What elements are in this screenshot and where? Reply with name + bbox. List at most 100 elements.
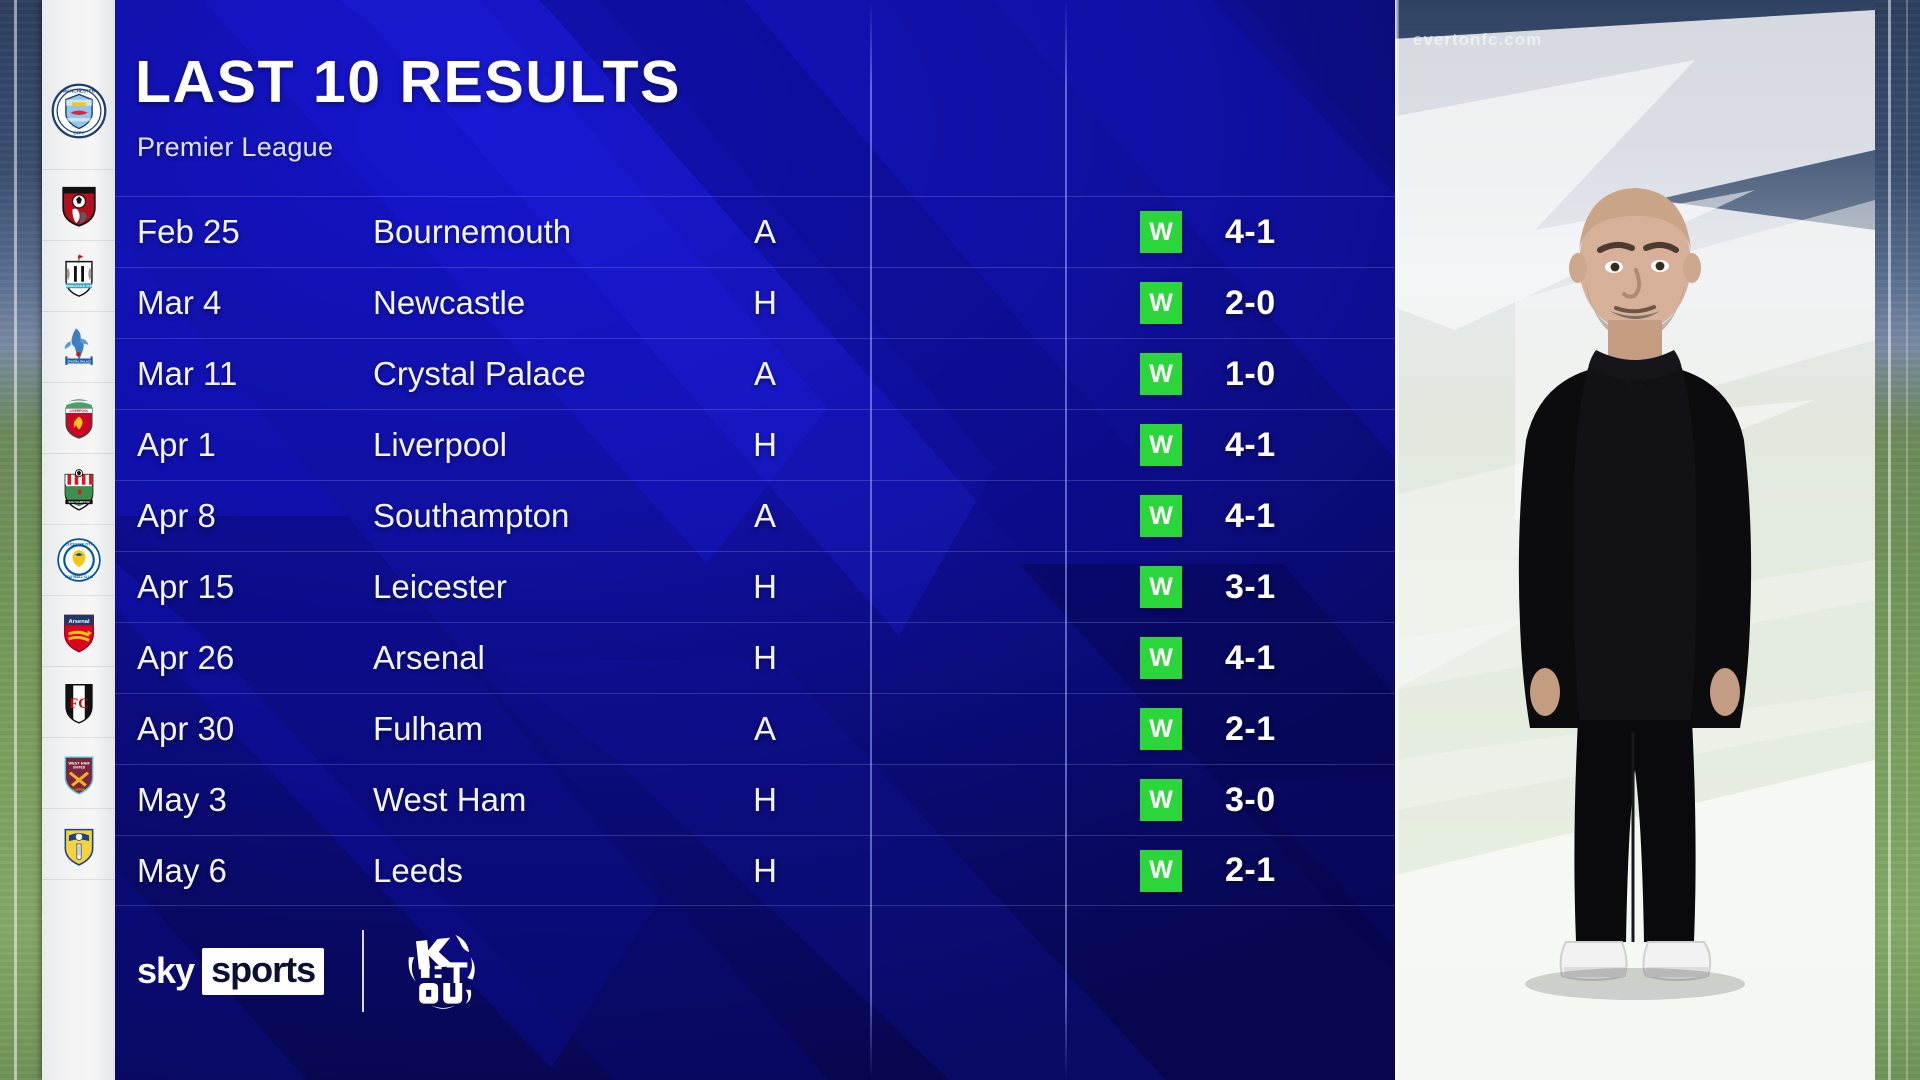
result-badge: W bbox=[1140, 424, 1182, 466]
cell-score: 3-1 bbox=[1225, 567, 1276, 606]
cell-opponent: Crystal Palace bbox=[373, 355, 586, 392]
cell-date: Apr 1 bbox=[137, 426, 216, 463]
cell-date: Apr 8 bbox=[137, 497, 216, 534]
table-row[interactable]: May 3 West Ham H W 3-0 bbox=[115, 764, 1395, 835]
table-row[interactable]: Apr 26 Arsenal H W 4-1 bbox=[115, 622, 1395, 693]
liverpool-crest-icon: LIVERPOOL bbox=[64, 399, 93, 439]
divider-venue bbox=[870, 0, 872, 1080]
newcastle-crest-icon: NEWCASTLE UTD bbox=[64, 254, 93, 297]
svg-text:LONDON: LONDON bbox=[73, 787, 84, 791]
cell-score: 2-0 bbox=[1225, 283, 1276, 322]
result-badge: W bbox=[1140, 353, 1182, 395]
cell-score: 4-1 bbox=[1225, 212, 1276, 251]
table-row[interactable]: Apr 8 Southampton A W 4-1 bbox=[115, 480, 1395, 551]
result-badge: W bbox=[1140, 566, 1182, 608]
sidebar-item-southampton[interactable]: SOUTHAMPTON bbox=[42, 454, 115, 525]
svg-text:NEWCASTLE UTD: NEWCASTLE UTD bbox=[66, 284, 93, 288]
manager-photo-panel: evertonfc.com bbox=[1395, 0, 1875, 1080]
cell-opponent: Fulham bbox=[373, 710, 484, 747]
cell-venue: H bbox=[753, 851, 777, 889]
cell-score: 1-0 bbox=[1225, 354, 1276, 393]
sidebar-item-fulham[interactable]: FC bbox=[42, 667, 115, 738]
sports-word: sports bbox=[202, 947, 325, 995]
cell-score: 4-1 bbox=[1225, 496, 1276, 535]
cell-score: 4-1 bbox=[1225, 638, 1276, 677]
cell-venue: A bbox=[753, 497, 776, 534]
sidebar-item-liverpool[interactable]: LIVERPOOL bbox=[42, 383, 115, 454]
cell-opponent: West Ham bbox=[373, 781, 527, 818]
sidebar-item-arsenal[interactable]: Arsenal bbox=[42, 596, 115, 667]
table-row[interactable]: Apr 30 Fulham A W 2-1 bbox=[115, 693, 1395, 764]
cell-result: W bbox=[1140, 779, 1182, 821]
results-panel: LAST 10 RESULTS Premier League Feb 25 Bou… bbox=[115, 0, 1395, 1080]
page-title: LAST 10 RESULTS bbox=[135, 49, 681, 115]
cell-date: Mar 4 bbox=[137, 284, 222, 321]
cell-venue: A bbox=[753, 355, 776, 392]
club-crest-sidebar: MANCHESTER CITY NEWCASTLE bbox=[42, 0, 115, 1080]
table-row[interactable]: Apr 1 Liverpool H W 4-1 bbox=[115, 409, 1395, 480]
pitch-line-right bbox=[1888, 0, 1891, 1080]
cell-date: May 3 bbox=[137, 781, 227, 818]
table-row[interactable]: Apr 15 Leicester H W 3-1 bbox=[115, 551, 1395, 622]
cell-result: W bbox=[1140, 849, 1182, 892]
cell-score: 4-1 bbox=[1225, 425, 1276, 464]
sidebar-item-west-ham[interactable]: WEST HAM UNITED LONDON bbox=[42, 738, 115, 809]
result-badge: W bbox=[1140, 708, 1182, 750]
result-badge: W bbox=[1140, 495, 1182, 537]
svg-text:CITY: CITY bbox=[73, 130, 85, 136]
cell-date: Apr 30 bbox=[137, 710, 235, 747]
table-row[interactable]: May 6 Leeds H W 2-1 bbox=[115, 835, 1395, 906]
sidebar-item-leeds[interactable] bbox=[42, 809, 115, 880]
cell-score: 2-1 bbox=[1225, 851, 1276, 889]
cell-venue: H bbox=[753, 568, 777, 605]
cell-venue: H bbox=[753, 284, 777, 321]
cell-opponent: Leeds bbox=[373, 851, 463, 889]
table-row[interactable]: Feb 25 Bournemouth A W 4-1 bbox=[115, 196, 1395, 267]
results-table: Feb 25 Bournemouth A W 4-1 Mar 4 Newcastle H W 2-… bbox=[115, 196, 1395, 906]
svg-text:MANCHESTER: MANCHESTER bbox=[63, 88, 96, 93]
footer-divider bbox=[362, 930, 365, 1012]
arsenal-crest-icon: Arsenal bbox=[63, 614, 94, 653]
svg-text:CRYSTAL PALACE: CRYSTAL PALACE bbox=[66, 359, 92, 363]
leeds-crest-icon bbox=[64, 828, 93, 866]
crystal-palace-crest-icon: CRYSTAL PALACE bbox=[64, 328, 93, 365]
sky-sports-logo: sky sports bbox=[137, 947, 325, 995]
cell-date: May 6 bbox=[137, 851, 227, 889]
pitch-line-right-2 bbox=[1906, 0, 1908, 1080]
svg-text:Arsenal: Arsenal bbox=[68, 619, 89, 625]
cell-score: 2-1 bbox=[1225, 709, 1276, 748]
cell-result: W bbox=[1140, 353, 1182, 395]
sidebar-item-newcastle[interactable]: NEWCASTLE UTD bbox=[42, 241, 115, 312]
chevron-pattern bbox=[115, 0, 1395, 1080]
result-badge: W bbox=[1140, 211, 1182, 253]
result-badge: W bbox=[1140, 779, 1182, 821]
svg-text:UNITED: UNITED bbox=[72, 766, 85, 770]
table-row[interactable]: Mar 4 Newcastle H W 2-0 bbox=[115, 267, 1395, 338]
cell-result: W bbox=[1140, 637, 1182, 679]
sidebar-item-bournemouth[interactable] bbox=[42, 170, 115, 241]
cell-opponent: Leicester bbox=[373, 568, 507, 605]
table-row[interactable]: Mar 11 Crystal Palace A W 1-0 bbox=[115, 338, 1395, 409]
svg-text:LIVERPOOL: LIVERPOOL bbox=[69, 409, 88, 413]
svg-text:WEST HAM: WEST HAM bbox=[68, 760, 89, 765]
cell-opponent: Newcastle bbox=[373, 284, 526, 321]
leicester-crest-icon: LEICESTER CITY FOOTBALL CLUB bbox=[56, 538, 101, 582]
svg-text:FC: FC bbox=[69, 696, 88, 712]
pitch-line-left bbox=[14, 0, 17, 1080]
page-subtitle: Premier League bbox=[137, 132, 334, 162]
cell-date: Apr 26 bbox=[137, 639, 235, 676]
kick-it-out-logo-icon bbox=[408, 934, 475, 1009]
cell-result: W bbox=[1140, 495, 1182, 537]
manager-figure bbox=[1518, 188, 1752, 1000]
sidebar-item-leicester[interactable]: LEICESTER CITY FOOTBALL CLUB bbox=[42, 525, 115, 596]
southampton-crest-icon: SOUTHAMPTON bbox=[64, 469, 93, 511]
sidebar-item-team-crest[interactable]: MANCHESTER CITY bbox=[42, 52, 115, 170]
svg-text:SOUTHAMPTON: SOUTHAMPTON bbox=[68, 500, 89, 504]
cell-opponent: Liverpool bbox=[373, 426, 507, 463]
panel-gradient bbox=[115, 0, 1395, 1080]
man-city-crest-icon: MANCHESTER CITY bbox=[51, 83, 106, 138]
sidebar-item-crystal-palace[interactable]: CRYSTAL PALACE bbox=[42, 312, 115, 383]
panel-edge-left bbox=[1395, 0, 1399, 1080]
cell-result: W bbox=[1140, 211, 1182, 253]
